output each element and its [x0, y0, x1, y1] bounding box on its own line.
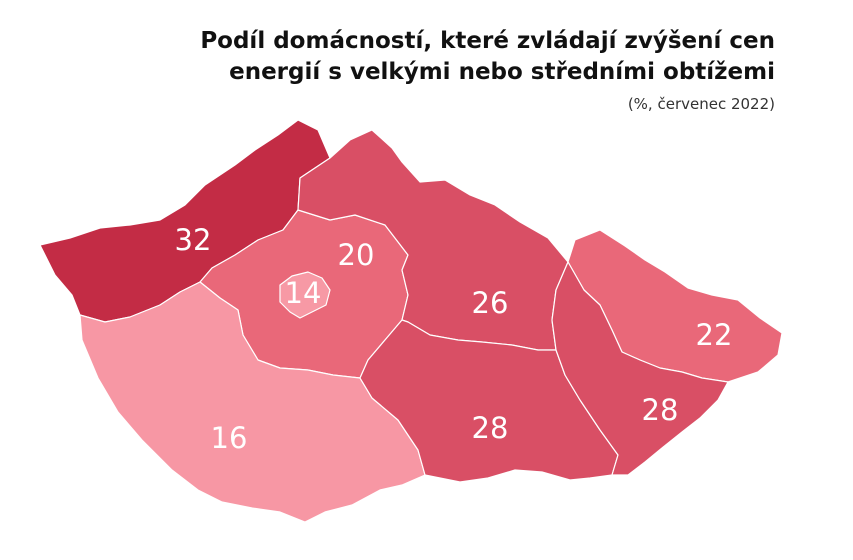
value-label-capital: 14	[285, 276, 322, 310]
value-label-south-west: 16	[211, 421, 248, 455]
title-line-1: Podíl domácností, které zvládají zvýšení…	[200, 28, 775, 54]
value-label-south-east: 28	[642, 393, 679, 427]
region-south-east	[551, 261, 729, 476]
value-label-central: 20	[338, 238, 375, 272]
value-label-north-west: 32	[175, 223, 212, 257]
value-label-north-central: 26	[472, 286, 509, 320]
region-capital	[279, 271, 331, 319]
map-subtitle: (%, červenec 2022)	[627, 95, 775, 113]
value-label-south-central: 28	[472, 411, 509, 445]
title-line-2: energií s velkými nebo středními obtížem…	[229, 59, 775, 85]
map-title: Podíl domácností, které zvládají zvýšení…	[200, 26, 775, 88]
value-label-east: 22	[696, 318, 733, 352]
